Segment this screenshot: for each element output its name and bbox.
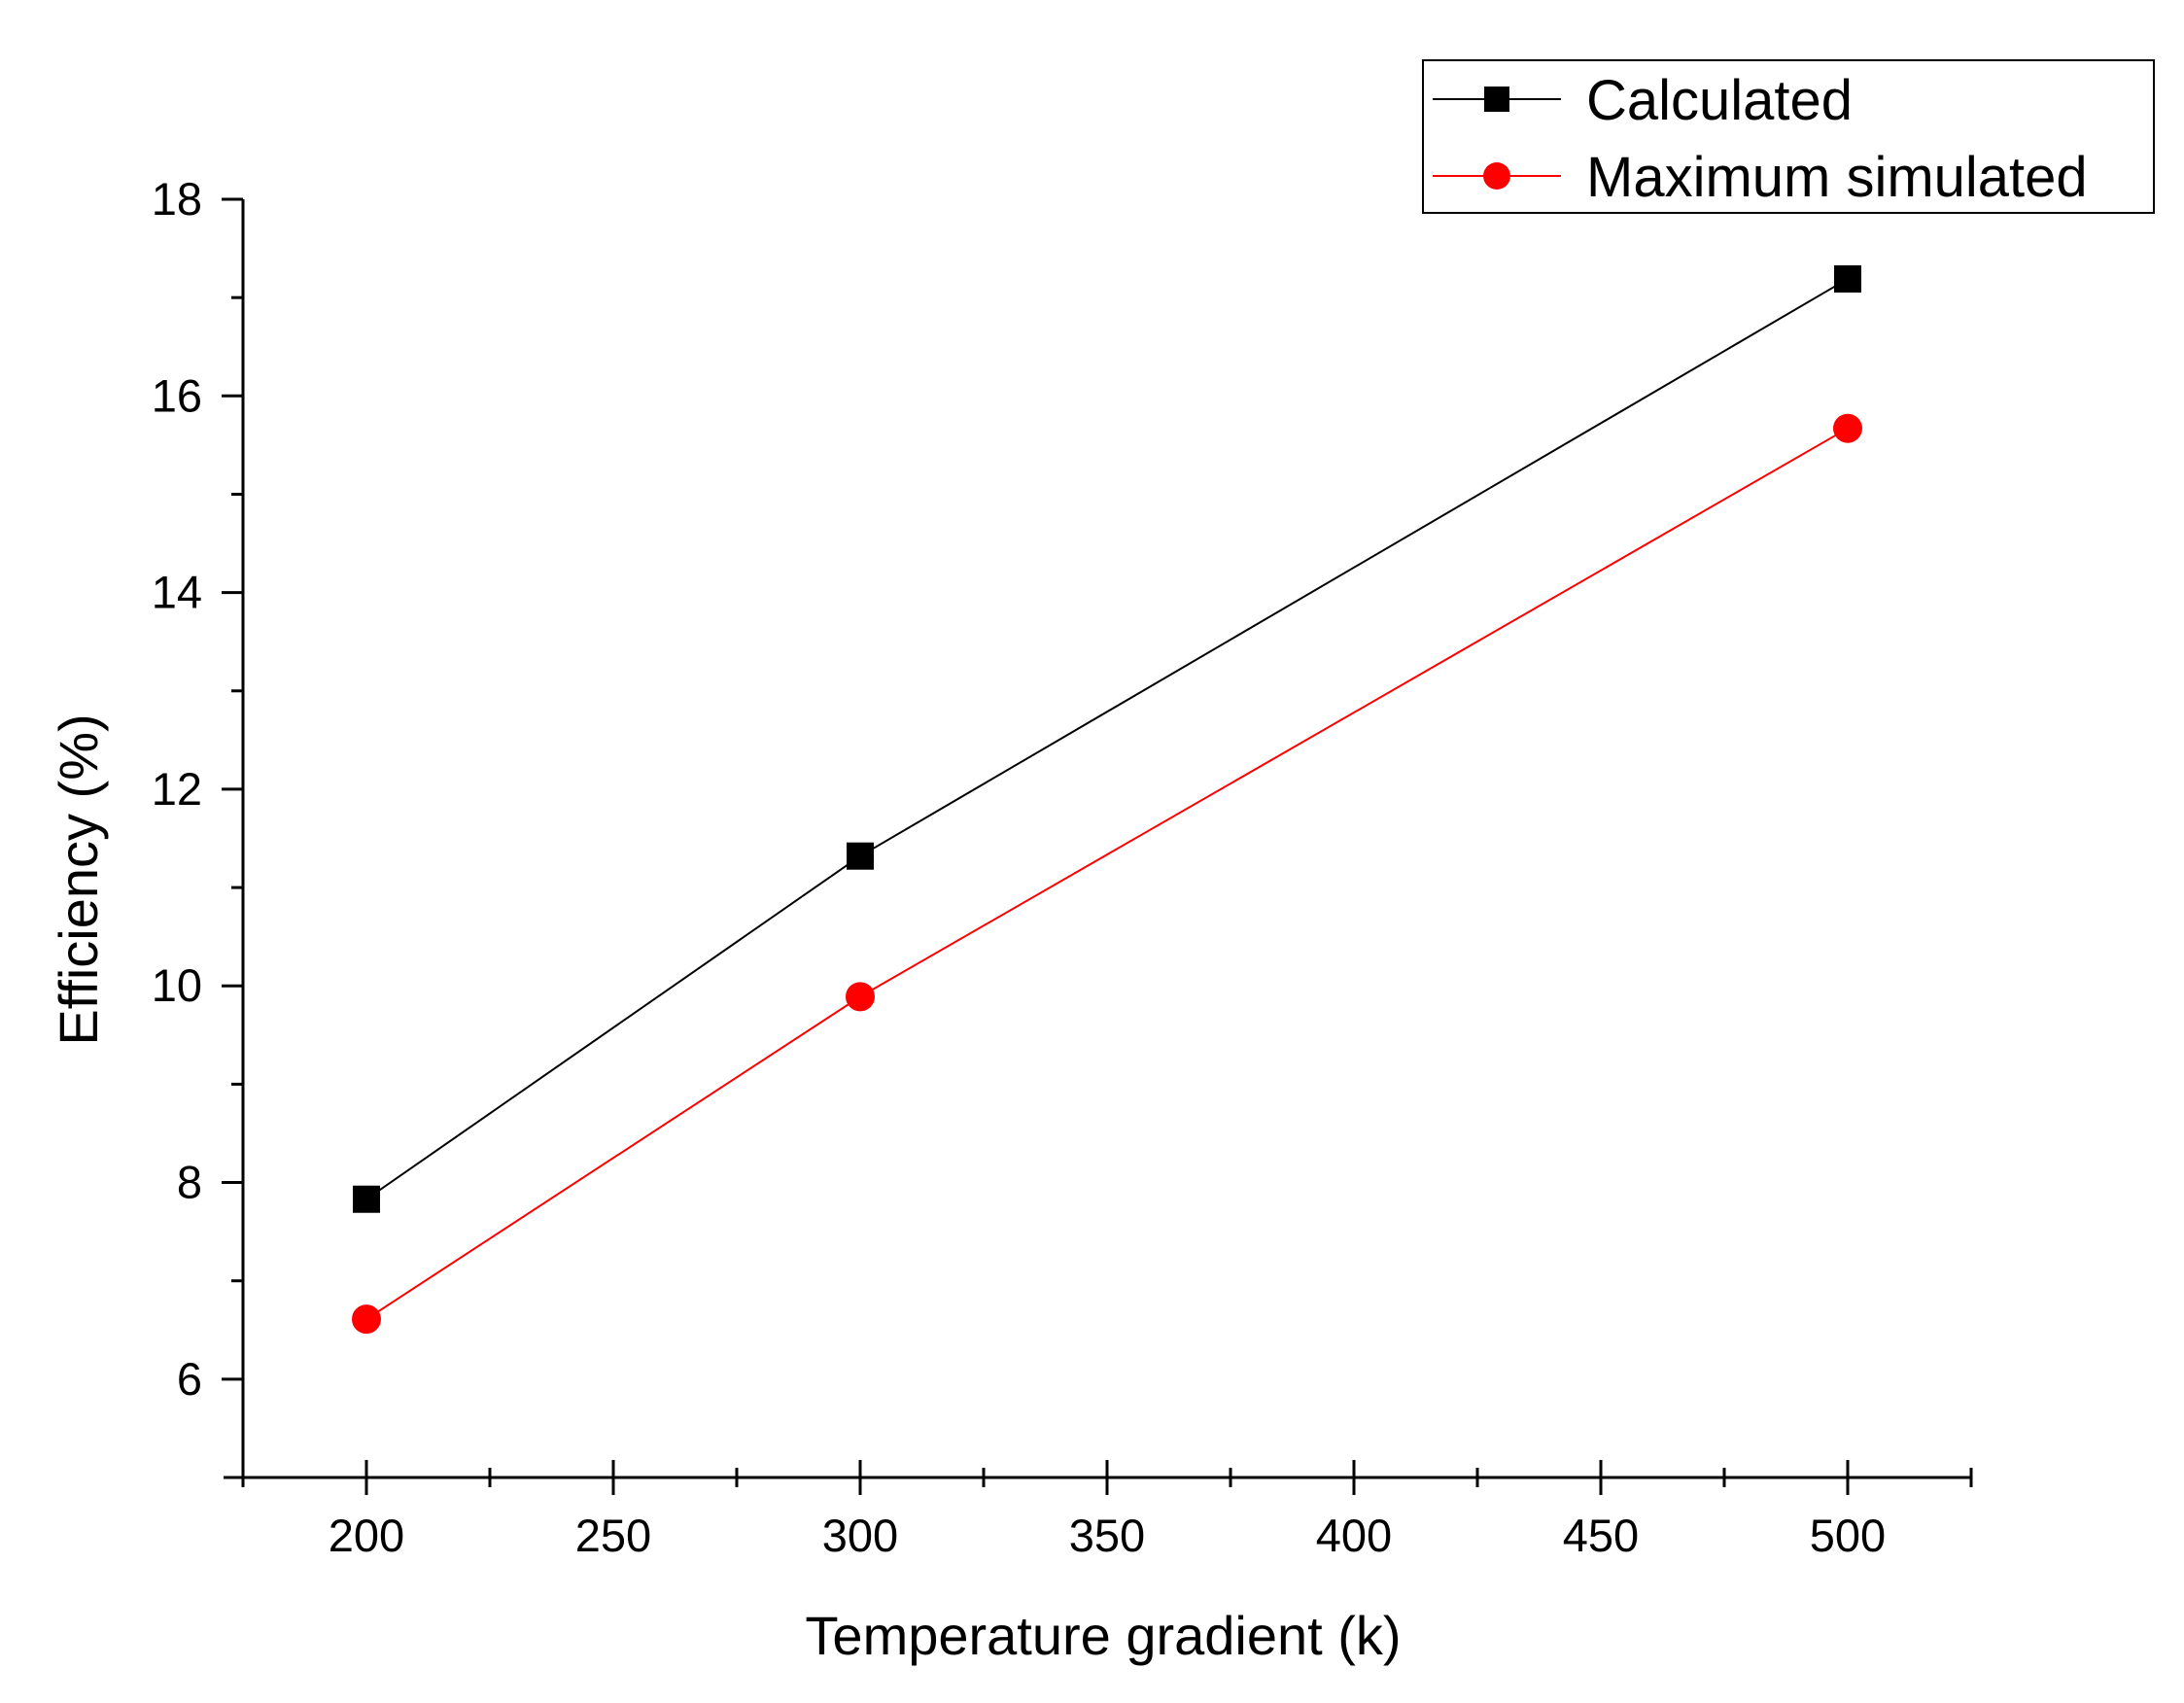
legend-box (1422, 59, 2155, 214)
legend-marker-circle (1483, 162, 1510, 190)
legend-item: Maximum simulated (1433, 146, 2088, 209)
y-tick-label: 6 (177, 1353, 202, 1405)
data-point-square (353, 1185, 380, 1213)
legend-marker-square (1484, 87, 1509, 112)
legend-item: Calculated (1433, 69, 1853, 132)
axes (224, 199, 1971, 1479)
data-point-circle (846, 982, 875, 1012)
y-tick-label: 10 (152, 959, 202, 1011)
series-layer (352, 264, 1862, 1335)
series-line (365, 427, 1849, 1320)
data-point-square (847, 842, 874, 870)
x-tick-label: 250 (575, 1510, 651, 1561)
series-2 (352, 413, 1862, 1335)
x-tick-label: 300 (822, 1510, 898, 1561)
data-point-square (1834, 264, 1861, 293)
y-axis-title: Efficiency (%) (48, 713, 109, 1045)
y-tick-label: 8 (177, 1157, 202, 1208)
y-tick-label: 16 (152, 369, 202, 421)
y-axis-ticks: 6 8 10 12 14 16 18 (152, 173, 243, 1479)
y-tick-label: 12 (152, 763, 202, 815)
series-line (365, 278, 1849, 1200)
x-axis-ticks: 200 250 300 350 400 450 500 (241, 1460, 1973, 1561)
x-tick-label: 450 (1563, 1510, 1639, 1561)
legend-label: Calculated (1586, 69, 1853, 132)
legend-label: Maximum simulated (1586, 146, 2088, 209)
data-point-circle (352, 1304, 381, 1335)
y-tick-label: 14 (152, 567, 202, 618)
x-tick-label: 350 (1069, 1510, 1145, 1561)
x-tick-label: 500 (1810, 1510, 1886, 1561)
x-axis-title: Temperature gradient (k) (805, 1605, 1401, 1666)
data-point-circle (1833, 413, 1862, 443)
x-tick-label: 200 (329, 1510, 404, 1561)
series-1 (353, 264, 1861, 1213)
y-tick-label: 18 (152, 173, 202, 225)
x-tick-label: 400 (1316, 1510, 1392, 1561)
legend: Calculated Maximum simulated (1422, 59, 2155, 214)
